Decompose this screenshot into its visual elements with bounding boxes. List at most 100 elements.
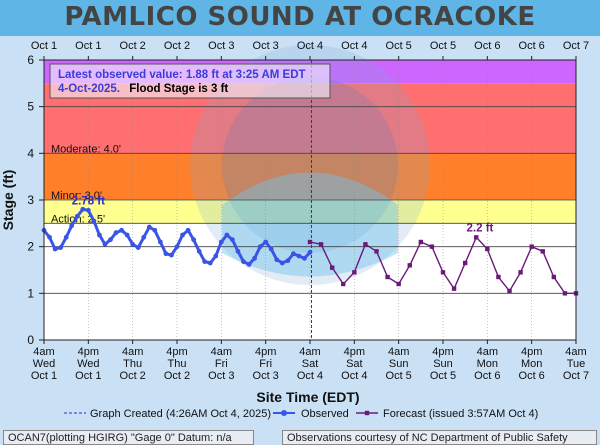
- observed-point: [285, 258, 291, 264]
- top-tick-label: Oct 2: [120, 40, 146, 52]
- peak-annotation: 2.2 ft: [467, 222, 494, 234]
- observed-point: [163, 251, 169, 257]
- observed-point: [174, 244, 180, 250]
- bottom-tick-label: 4am: [388, 346, 409, 358]
- bottom-tick-label: 4pm: [78, 346, 99, 358]
- observed-point: [191, 237, 197, 243]
- observed-point: [108, 237, 113, 243]
- observed-point: [246, 262, 252, 267]
- forecast-point: [518, 270, 523, 275]
- observed-point: [124, 232, 130, 238]
- observed-point: [85, 207, 91, 213]
- observed-point: [274, 257, 280, 263]
- bottom-tick-label: Tue: [567, 358, 586, 370]
- bottom-tick-label: 4pm: [344, 346, 365, 358]
- bottom-tick-label: Oct 5: [430, 370, 456, 382]
- bottom-tick-label: Mon: [521, 358, 542, 370]
- forecast-point: [307, 239, 313, 245]
- bottom-tick-label: 4pm: [166, 346, 187, 358]
- y-tick-label: 3: [27, 193, 34, 207]
- forecast-point: [562, 291, 568, 296]
- top-tick-label: Oct 4: [341, 40, 367, 52]
- observed-point: [290, 251, 296, 257]
- forecast-point: [329, 265, 335, 270]
- x-axis-label: Site Time (EDT): [256, 389, 359, 405]
- peak-annotation: 2.78 ft: [72, 195, 105, 207]
- observed-point: [119, 227, 124, 233]
- observed-point: [218, 239, 224, 245]
- observed-point: [152, 227, 158, 233]
- top-tick-label: Oct 1: [75, 40, 101, 52]
- bottom-tick-label: 4am: [122, 346, 143, 358]
- observed-point: [235, 248, 241, 254]
- top-tick-label: Oct 3: [253, 40, 279, 52]
- top-tick-label: Oct 5: [430, 40, 456, 52]
- top-tick-label: Oct 3: [208, 40, 234, 52]
- legend-forecast-marker: [364, 410, 370, 416]
- observed-point: [80, 206, 86, 212]
- observed-point: [74, 213, 80, 219]
- observed-point: [252, 255, 257, 261]
- forecast-point: [407, 263, 412, 268]
- observed-point: [202, 259, 208, 264]
- observed-point: [268, 246, 274, 252]
- observed-point: [130, 241, 136, 247]
- observed-point: [185, 227, 191, 233]
- footer-site-info: OCAN7(plotting HGIRG) "Gage 0" Datum: n/…: [3, 430, 254, 445]
- y-tick-label: 2: [27, 240, 34, 254]
- observed-point: [196, 248, 202, 254]
- bottom-tick-label: Oct 5: [386, 370, 412, 382]
- bottom-tick-label: Fri: [215, 358, 228, 370]
- bottom-tick-label: Oct 3: [253, 370, 279, 382]
- band-action: [44, 200, 576, 224]
- observed-point: [97, 232, 102, 238]
- bottom-tick-label: 4am: [565, 346, 586, 358]
- footer-credit: Observations courtesy of NC Department o…: [282, 430, 597, 445]
- forecast-point: [341, 281, 346, 287]
- bottom-tick-label: Oct 2: [120, 370, 146, 382]
- bottom-tick-label: Wed: [77, 358, 99, 370]
- forecast-point: [318, 242, 324, 247]
- observed-point: [230, 237, 235, 243]
- bottom-tick-label: Oct 7: [563, 370, 589, 382]
- observed-point: [113, 230, 119, 236]
- bottom-tick-label: Sat: [346, 358, 363, 370]
- bottom-tick-label: Oct 4: [341, 370, 367, 382]
- bottom-tick-label: Sun: [433, 358, 453, 370]
- svg-text:4-Oct-2025. Flood Stag: 4-Oct-2025. Flood Stage is 3 ft: [58, 83, 228, 95]
- top-tick-label: Oct 2: [164, 40, 190, 52]
- forecast-point: [496, 274, 501, 280]
- observed-point: [213, 253, 219, 259]
- forecast-point: [352, 270, 357, 275]
- forecast-point: [440, 270, 446, 275]
- forecast-point: [540, 249, 545, 254]
- bottom-tick-label: 4am: [33, 346, 54, 358]
- bottom-tick-label: Sat: [302, 358, 319, 370]
- bottom-tick-label: Fri: [259, 358, 272, 370]
- y-tick-label: 6: [27, 53, 34, 67]
- bottom-tick-label: Thu: [123, 358, 142, 370]
- forecast-point: [418, 239, 424, 245]
- forecast-point: [396, 281, 401, 287]
- bottom-tick-label: 4pm: [255, 346, 276, 358]
- observed-point: [241, 259, 246, 264]
- observed-point: [58, 245, 64, 251]
- observed-point: [63, 234, 69, 240]
- y-tick-label: 0: [27, 333, 34, 347]
- y-tick-label: 5: [27, 100, 34, 114]
- bottom-tick-label: Oct 4: [297, 370, 323, 382]
- observed-point: [180, 232, 185, 238]
- top-tick-label: Oct 1: [31, 40, 57, 52]
- observed-point: [146, 224, 152, 230]
- forecast-point: [363, 242, 368, 247]
- top-tick-label: Oct 4: [297, 40, 323, 52]
- forecast-point: [462, 260, 468, 266]
- observed-point: [102, 241, 108, 247]
- legend-observed-label: Observed: [301, 408, 349, 420]
- top-tick-label: Oct 5: [386, 40, 412, 52]
- bottom-tick-label: Oct 3: [208, 370, 234, 382]
- observed-point: [224, 232, 230, 238]
- y-tick-label: 4: [27, 146, 34, 160]
- observed-point: [91, 218, 97, 224]
- observed-point: [141, 234, 147, 240]
